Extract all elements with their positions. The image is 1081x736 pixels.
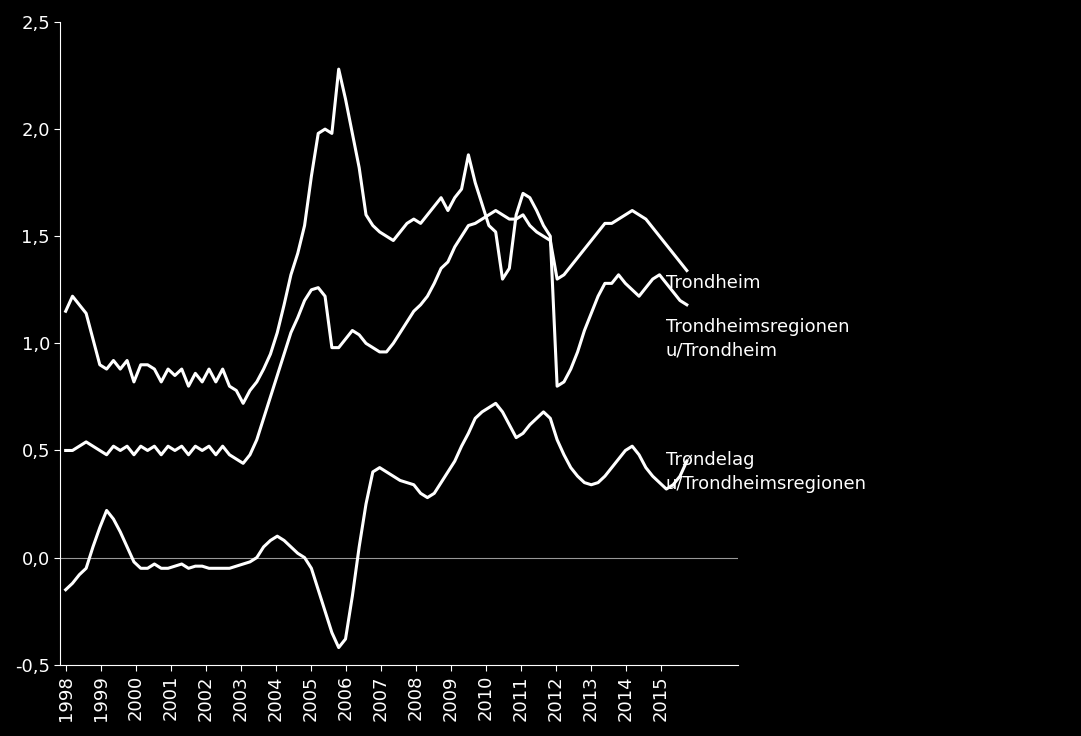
Text: Trondheimsregionen
u/Trondheim: Trondheimsregionen u/Trondheim (666, 318, 850, 360)
Text: Trøndelag
u/Trondheimsregionen: Trøndelag u/Trondheimsregionen (666, 451, 867, 492)
Text: Trondheim: Trondheim (666, 275, 760, 292)
